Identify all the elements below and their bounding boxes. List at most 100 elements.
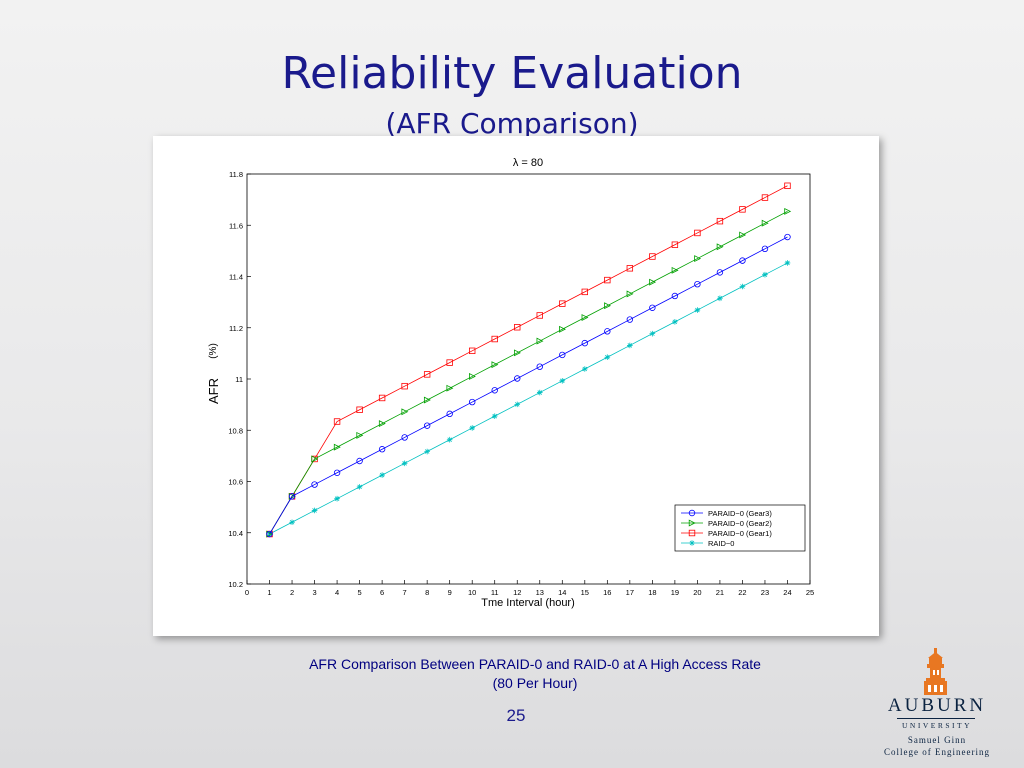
x-tick-label: 8 (425, 588, 429, 597)
data-point (536, 337, 544, 345)
data-point (356, 431, 364, 439)
data-point (694, 255, 702, 263)
auburn-logo: AUBURN UNIVERSITY Samuel Ginn College of… (862, 648, 1012, 758)
data-point (401, 408, 409, 416)
data-point (739, 206, 746, 213)
x-tick-label: 2 (290, 588, 294, 597)
x-tick-label: 1 (267, 588, 271, 597)
data-point (716, 217, 724, 225)
legend-marker (688, 509, 696, 517)
data-point (401, 434, 408, 441)
data-point (581, 288, 588, 296)
data-point (491, 387, 498, 394)
x-tick-label: 11 (491, 588, 499, 597)
data-point (762, 271, 768, 278)
data-point (694, 229, 701, 237)
figure-caption: AFR Comparison Between PARAID-0 and RAID… (200, 655, 870, 693)
legend-label: PARAID−0 (Gear1) (708, 529, 772, 538)
data-point (423, 371, 431, 378)
data-point (311, 455, 319, 463)
data-point (334, 495, 340, 502)
chart-legend: PARAID−0 (Gear3)PARAID−0 (Gear2)PARAID−0… (674, 504, 806, 552)
data-point (311, 507, 318, 514)
data-point (627, 342, 633, 349)
data-point (649, 304, 656, 311)
data-point (446, 436, 453, 443)
data-point (649, 278, 657, 286)
legend-marker (688, 529, 696, 537)
data-point (491, 335, 498, 343)
data-point (604, 302, 612, 310)
x-tick-label: 24 (783, 588, 791, 597)
x-tick-label: 9 (448, 588, 452, 597)
x-tick-label: 23 (761, 588, 769, 597)
data-point (716, 243, 724, 251)
data-point (739, 231, 747, 239)
data-point (716, 269, 724, 276)
x-tick-label: 21 (716, 588, 724, 597)
legend-label: PARAID−0 (Gear3) (708, 509, 772, 518)
y-tick-label: 11.2 (229, 324, 243, 333)
logo-name: AUBURN (887, 695, 987, 716)
data-point (333, 469, 341, 476)
x-tick-label: 25 (806, 588, 814, 597)
data-point (356, 457, 363, 465)
data-point (761, 219, 769, 227)
y-axis-label: AFR (206, 378, 221, 404)
data-point (604, 328, 611, 335)
data-point (761, 245, 769, 253)
x-tick-label: 19 (671, 588, 679, 597)
data-point (536, 389, 543, 396)
data-point (559, 351, 566, 359)
data-point (491, 413, 498, 419)
x-tick-label: 6 (380, 588, 384, 597)
data-point (649, 330, 656, 337)
data-point (468, 347, 476, 355)
x-tick-label: 15 (581, 588, 589, 597)
data-point (649, 253, 656, 260)
x-tick-label: 14 (558, 588, 566, 597)
data-point (694, 307, 701, 313)
data-point (491, 361, 499, 369)
series-raid-0 (266, 260, 791, 537)
data-point (424, 448, 430, 455)
page-number: 25 (506, 706, 526, 725)
data-point (401, 460, 408, 467)
legend-marker (689, 540, 695, 546)
data-point (356, 406, 363, 413)
data-point (514, 401, 521, 408)
logo-university: UNIVERSITY (902, 721, 972, 730)
series-paraid-0-gear3- (266, 233, 791, 538)
data-point (784, 233, 791, 241)
data-point (446, 384, 454, 392)
x-tick-label: 18 (648, 588, 656, 597)
x-axis-label: Tme Interval (hour) (481, 597, 575, 609)
y-tick-label: 10.4 (228, 529, 243, 538)
legend-label: RAID−0 (708, 539, 734, 548)
series-line (269, 211, 788, 535)
series-line (269, 262, 788, 535)
data-point (288, 493, 296, 500)
data-point (311, 481, 318, 488)
chart-title: λ = 80 (513, 157, 543, 169)
x-tick-label: 3 (312, 588, 316, 597)
data-point (581, 339, 588, 347)
data-point (289, 519, 295, 526)
series-paraid-0-gear1- (266, 182, 791, 538)
y-tick-label: 10.8 (228, 426, 243, 435)
data-point (582, 366, 588, 372)
chart-figure: 0 1 2 3 4 5 6 7 8 9 10 11 12 13 14 15 16 17 18 19 20 21 22 23 24… (153, 136, 879, 636)
afr-line-chart: 0 1 2 3 4 5 6 7 8 9 10 11 12 13 14 15 16 17 18 19 20 21 22 23 24… (206, 157, 814, 609)
x-tick-label: 4 (335, 588, 339, 597)
logo-college-line-2: College of Engineering (884, 747, 990, 757)
data-point (356, 484, 363, 490)
data-point (379, 472, 385, 478)
data-point (469, 398, 476, 406)
x-tick-label: 10 (468, 588, 476, 597)
y-tick-label: 11.6 (229, 221, 243, 230)
data-point (739, 257, 746, 264)
x-tick-label: 7 (403, 588, 407, 597)
y-tick-label: 11 (235, 375, 243, 384)
data-point (671, 266, 679, 274)
x-tick-label: 17 (626, 588, 634, 597)
